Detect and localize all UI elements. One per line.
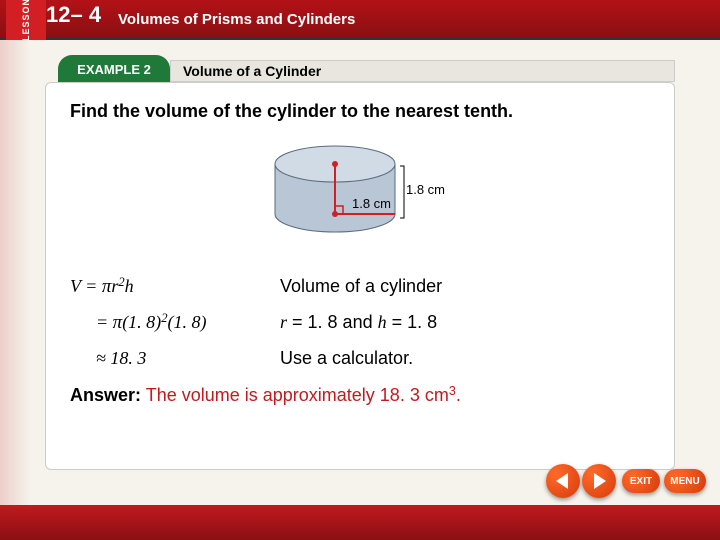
steps-table: V = πr2h Volume of a cylinder = π(1. 8)2… bbox=[70, 269, 442, 375]
nav-back-button[interactable] bbox=[546, 464, 580, 498]
height-label: 1.8 cm bbox=[406, 182, 445, 197]
side-accent bbox=[0, 40, 30, 505]
bottom-strip bbox=[0, 505, 720, 540]
problem-prompt: Find the volume of the cylinder to the n… bbox=[70, 101, 650, 122]
example-tab: EXAMPLE 2 bbox=[58, 55, 170, 83]
arrow-left-icon bbox=[556, 473, 568, 489]
formula-cell: V = πr2h bbox=[70, 269, 280, 305]
chapter-number: 12– 4 bbox=[46, 2, 101, 28]
example-title: Volume of a Cylinder bbox=[170, 60, 675, 82]
content-box: Find the volume of the cylinder to the n… bbox=[45, 82, 675, 470]
radius-label: 1.8 cm bbox=[352, 196, 391, 211]
step-row: V = πr2h Volume of a cylinder bbox=[70, 269, 442, 305]
step-desc: Volume of a cylinder bbox=[280, 269, 442, 305]
step-desc: Use a calculator. bbox=[280, 341, 442, 375]
header-bar: LESSON 12– 4 Volumes of Prisms and Cylin… bbox=[0, 0, 720, 40]
answer-line: Answer: The volume is approximately 18. … bbox=[70, 385, 650, 406]
step-row: ≈ 18. 3 Use a calculator. bbox=[70, 341, 442, 375]
step-desc: r = 1. 8 and h = 1. 8 bbox=[280, 305, 442, 341]
answer-text: The volume is approximately 18. 3 cm3. bbox=[146, 385, 461, 405]
nav-menu-button[interactable]: MENU bbox=[664, 469, 706, 493]
answer-label: Answer: bbox=[70, 385, 141, 405]
nav-forward-button[interactable] bbox=[582, 464, 616, 498]
nav-exit-button[interactable]: EXIT bbox=[622, 469, 660, 493]
step-left: ≈ 18. 3 bbox=[70, 341, 280, 375]
arrow-right-icon bbox=[594, 473, 606, 489]
chapter-title: Volumes of Prisms and Cylinders bbox=[118, 11, 355, 28]
lesson-tab: LESSON bbox=[6, 0, 46, 40]
cylinder-figure: 1.8 cm 1.8 cm bbox=[70, 136, 650, 251]
step-left: = π(1. 8)2(1. 8) bbox=[70, 305, 280, 341]
slide: LESSON 12– 4 Volumes of Prisms and Cylin… bbox=[0, 0, 720, 540]
cylinder-svg: 1.8 cm 1.8 cm bbox=[240, 136, 480, 246]
step-row: = π(1. 8)2(1. 8) r = 1. 8 and h = 1. 8 bbox=[70, 305, 442, 341]
